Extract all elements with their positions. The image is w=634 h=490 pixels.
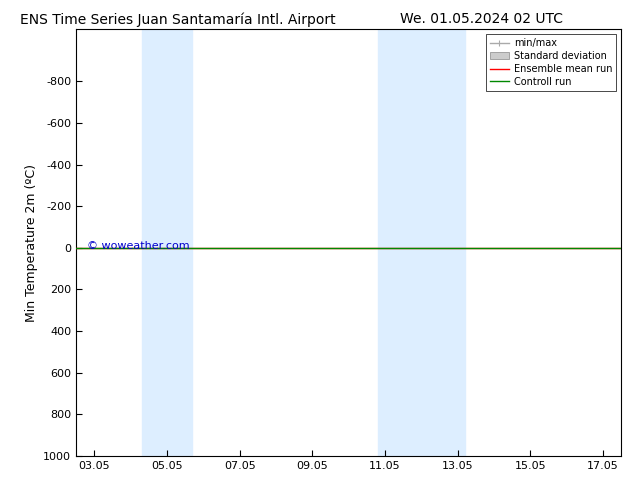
Text: ENS Time Series Juan Santamaría Intl. Airport: ENS Time Series Juan Santamaría Intl. Ai… (20, 12, 335, 27)
Y-axis label: Min Temperature 2m (ºC): Min Temperature 2m (ºC) (25, 164, 37, 321)
Legend: min/max, Standard deviation, Ensemble mean run, Controll run: min/max, Standard deviation, Ensemble me… (486, 34, 616, 91)
Text: © woweather.com: © woweather.com (87, 241, 190, 250)
Text: We. 01.05.2024 02 UTC: We. 01.05.2024 02 UTC (400, 12, 564, 26)
Bar (141, 29, 192, 456)
Bar (378, 29, 465, 456)
